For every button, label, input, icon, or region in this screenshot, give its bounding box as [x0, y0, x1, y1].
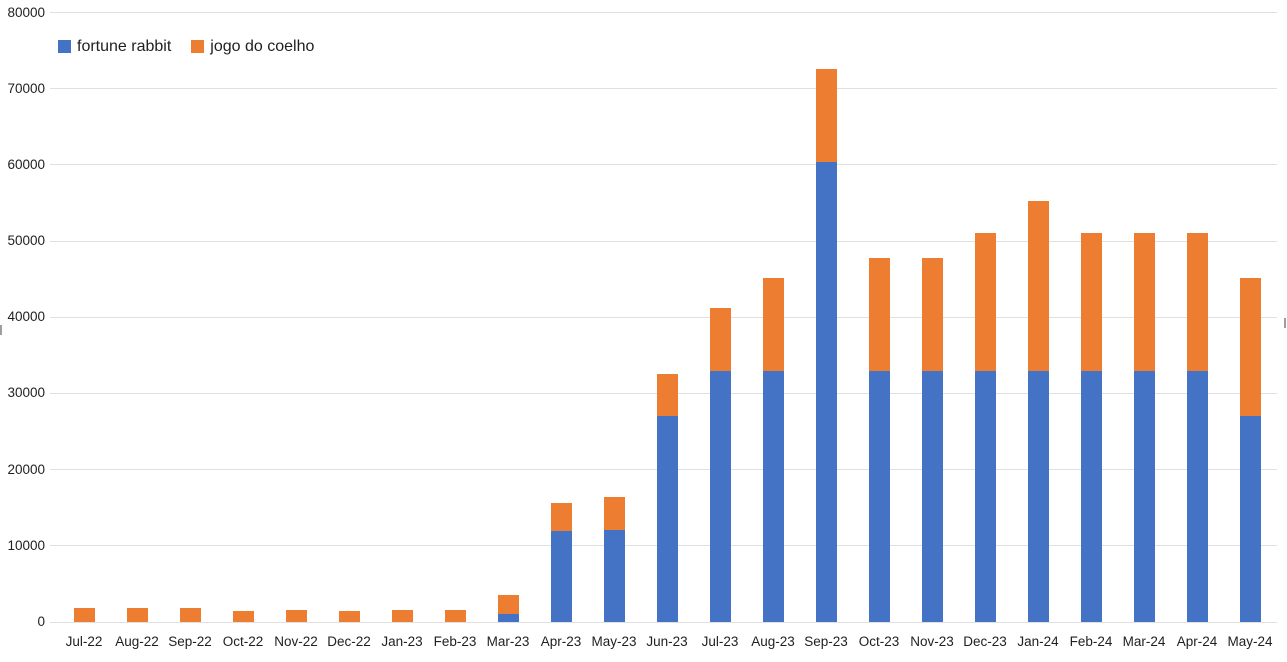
bar-segment-jogo-do-coelho-sep-23[interactable] — [815, 68, 837, 162]
bar-segment-jogo-do-coelho-mar-23[interactable] — [497, 594, 519, 614]
gridline-60000 — [50, 164, 1277, 166]
bar-segment-jogo-do-coelho-mar-24[interactable] — [1133, 232, 1155, 371]
y-tick-label-20000: 20000 — [7, 461, 45, 477]
x-tick-label-jan-24: Jan-24 — [1017, 634, 1059, 649]
y-tick-label-70000: 70000 — [7, 80, 45, 96]
x-tick-label-dec-22: Dec-22 — [327, 634, 371, 649]
bar-segment-fortune-rabbit-nov-23[interactable] — [921, 370, 943, 622]
x-tick-label-dec-23: Dec-23 — [963, 634, 1007, 649]
bar-segment-fortune-rabbit-mar-24[interactable] — [1133, 370, 1155, 622]
axis-edge-tick-left — [0, 325, 2, 335]
x-tick-label-mar-23: Mar-23 — [486, 634, 530, 649]
legend-item-jogo-do-coelho[interactable]: jogo do coelho — [191, 38, 314, 55]
x-tick-label-apr-23: Apr-23 — [540, 634, 582, 649]
legend-item-fortune-rabbit[interactable]: fortune rabbit — [58, 38, 171, 55]
bar-segment-jogo-do-coelho-oct-23[interactable] — [868, 257, 890, 371]
bar-segment-fortune-rabbit-sep-23[interactable] — [815, 161, 837, 622]
bar-segment-jogo-do-coelho-aug-22[interactable] — [126, 607, 148, 622]
x-tick-label-jan-23: Jan-23 — [381, 634, 423, 649]
gridline-70000 — [50, 88, 1277, 90]
x-tick-label-mar-24: Mar-24 — [1122, 634, 1166, 649]
bar-segment-jogo-do-coelho-aug-23[interactable] — [762, 277, 784, 371]
x-tick-label-oct-22: Oct-22 — [222, 634, 264, 649]
bar-segment-jogo-do-coelho-nov-23[interactable] — [921, 257, 943, 371]
y-tick-label-50000: 50000 — [7, 233, 45, 249]
bar-segment-fortune-rabbit-apr-23[interactable] — [550, 530, 572, 622]
legend-label-jogo-do-coelho: jogo do coelho — [210, 38, 315, 55]
bar-segment-jogo-do-coelho-feb-24[interactable] — [1080, 232, 1102, 371]
bar-segment-jogo-do-coelho-jan-23[interactable] — [391, 609, 413, 622]
bar-segment-jogo-do-coelho-feb-23[interactable] — [444, 609, 466, 622]
x-tick-label-oct-23: Oct-23 — [858, 634, 900, 649]
x-tick-label-apr-24: Apr-24 — [1176, 634, 1218, 649]
bar-segment-jogo-do-coelho-jul-23[interactable] — [709, 308, 731, 371]
legend-swatch-fortune-rabbit — [58, 40, 71, 53]
gridline-0 — [50, 621, 1277, 623]
bar-segment-fortune-rabbit-aug-23[interactable] — [762, 370, 784, 622]
bar-segment-jogo-do-coelho-jan-24[interactable] — [1027, 200, 1049, 371]
x-tick-label-feb-24: Feb-24 — [1069, 634, 1113, 649]
bar-segment-fortune-rabbit-jul-23[interactable] — [709, 370, 731, 622]
x-tick-label-sep-22: Sep-22 — [168, 634, 212, 649]
legend-label-fortune-rabbit: fortune rabbit — [77, 38, 172, 55]
bar-segment-fortune-rabbit-feb-24[interactable] — [1080, 370, 1102, 622]
x-tick-label-aug-23: Aug-23 — [751, 634, 795, 649]
y-tick-label-0: 0 — [37, 614, 45, 629]
chart-legend: fortune rabbit jogo do coelho — [58, 38, 314, 55]
bar-segment-fortune-rabbit-mar-23[interactable] — [497, 613, 519, 622]
bar-segment-jogo-do-coelho-may-24[interactable] — [1239, 277, 1261, 417]
bar-segment-jogo-do-coelho-apr-24[interactable] — [1186, 232, 1208, 371]
legend-swatch-jogo-do-coelho — [191, 40, 205, 53]
y-tick-label-80000: 80000 — [7, 4, 45, 20]
gridline-80000 — [50, 12, 1277, 13]
y-tick-label-40000: 40000 — [7, 309, 45, 325]
bar-segment-jogo-do-coelho-apr-23[interactable] — [550, 503, 572, 531]
bar-segment-jogo-do-coelho-may-23[interactable] — [603, 497, 625, 530]
bar-segment-jogo-do-coelho-sep-22[interactable] — [179, 608, 201, 622]
bar-segment-fortune-rabbit-may-23[interactable] — [603, 529, 625, 622]
x-tick-label-jul-23: Jul-23 — [701, 634, 739, 649]
axis-edge-tick-right — [1284, 318, 1286, 328]
bar-segment-jogo-do-coelho-jul-22[interactable] — [73, 608, 95, 622]
x-tick-label-nov-22: Nov-22 — [274, 634, 318, 649]
x-tick-label-may-24: May-24 — [1227, 634, 1273, 649]
y-tick-label-60000: 60000 — [7, 156, 45, 172]
x-tick-label-aug-22: Aug-22 — [115, 634, 159, 649]
bar-segment-fortune-rabbit-jan-24[interactable] — [1027, 370, 1049, 622]
bar-segment-fortune-rabbit-jun-23[interactable] — [656, 416, 678, 622]
bar-segment-jogo-do-coelho-jun-23[interactable] — [656, 374, 678, 417]
bar-segment-fortune-rabbit-oct-23[interactable] — [868, 370, 890, 622]
y-tick-label-10000: 10000 — [7, 537, 45, 553]
bar-segment-fortune-rabbit-apr-24[interactable] — [1186, 370, 1208, 622]
x-tick-label-may-23: May-23 — [591, 634, 637, 649]
bar-segment-fortune-rabbit-may-24[interactable] — [1239, 416, 1261, 622]
gridline-40000 — [50, 316, 1277, 318]
bar-segment-jogo-do-coelho-dec-23[interactable] — [974, 232, 996, 371]
x-tick-label-nov-23: Nov-23 — [910, 634, 954, 649]
bar-segment-jogo-do-coelho-oct-22[interactable] — [232, 610, 254, 622]
x-tick-label-jul-22: Jul-22 — [65, 634, 103, 649]
y-tick-label-30000: 30000 — [7, 385, 45, 401]
bar-segment-fortune-rabbit-dec-23[interactable] — [974, 370, 996, 622]
bar-segment-jogo-do-coelho-nov-22[interactable] — [285, 610, 307, 622]
gridline-50000 — [50, 240, 1277, 242]
x-tick-label-feb-23: Feb-23 — [433, 634, 477, 649]
x-tick-label-jun-23: Jun-23 — [646, 634, 688, 649]
bar-segment-jogo-do-coelho-dec-22[interactable] — [338, 610, 360, 622]
x-tick-label-sep-23: Sep-23 — [804, 634, 848, 649]
